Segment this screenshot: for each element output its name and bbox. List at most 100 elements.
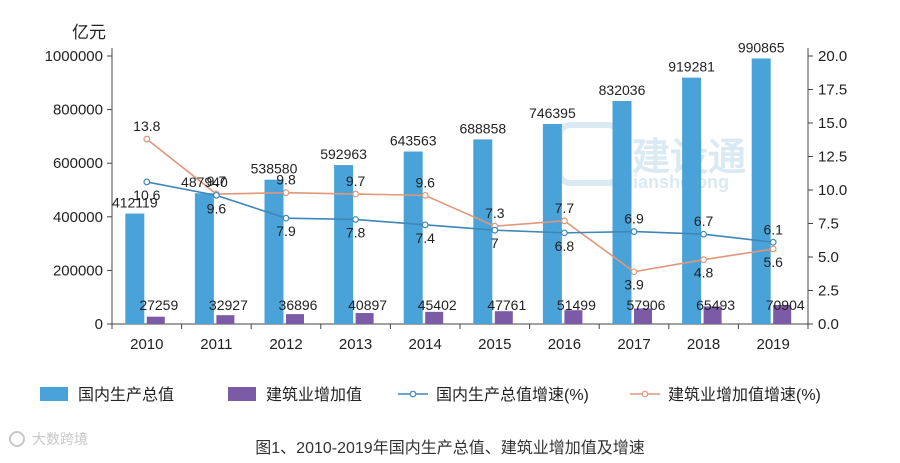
construction-bar-label: 47761: [487, 297, 526, 313]
gdp-bar-label: 688858: [459, 120, 506, 136]
corner-watermark: 大数跨境: [9, 431, 88, 447]
gdp-bar: [542, 123, 562, 324]
y-left-tick-label: 200000: [53, 262, 103, 279]
construction-bar-label: 27259: [139, 297, 178, 313]
y-left-tick-label: 1000000: [45, 48, 103, 65]
gdp-growth-label: 10.6: [133, 187, 160, 203]
x-tick-label: 2011: [200, 336, 232, 353]
corner-mark-icon: [9, 431, 25, 447]
gdp-bar-label: 487940: [181, 174, 228, 190]
construction-bar-label: 57906: [627, 297, 666, 313]
construction-growth-point: [630, 268, 638, 276]
legend-swatch-0: [40, 387, 68, 401]
y-right-tick-label: 20.0: [818, 48, 847, 65]
construction-growth-point: [769, 245, 777, 253]
legend-swatch-1: [228, 387, 256, 401]
y-right-ticks: 0.0 2.5 5.0 7.5 10.0 12.5 15.0 17.5 20.0: [808, 48, 847, 333]
legend-label-2: 国内生产总值增速(%): [436, 386, 589, 404]
construction-bar: [773, 304, 792, 324]
gdp-bar: [682, 77, 702, 324]
construction-bar-label: 45402: [418, 297, 457, 313]
construction-bar-label: 65493: [696, 297, 735, 313]
gdp-bar-label: 592963: [320, 146, 367, 162]
gdp-growth-label: 7.9: [276, 223, 296, 239]
construction-growth-point: [352, 190, 360, 198]
construction-bar-label: 36896: [279, 297, 318, 313]
y-left-tick-label: 800000: [53, 102, 103, 119]
legend-marker-2: [409, 390, 417, 398]
x-tick-label: 2012: [269, 336, 302, 353]
x-ticks: 2010 2011 2012 2013 2014 2015 2016 2017 2018 2019: [111, 324, 809, 353]
y-left-tick-label: 600000: [53, 155, 103, 172]
gdp-growth-point: [143, 178, 151, 186]
x-tick-label: 2018: [687, 336, 720, 353]
construction-growth-label: 9.7: [346, 173, 366, 189]
y-right-tick-label: 15.0: [818, 115, 847, 132]
gdp-bar-label: 412119: [112, 195, 158, 211]
legend-marker-3: [641, 390, 649, 398]
y-right-tick-label: 7.5: [818, 216, 839, 233]
y-right-tick-label: 12.5: [818, 149, 847, 166]
construction-growth-label: 5.6: [763, 254, 783, 270]
corner-mark-text: 大数跨境: [32, 431, 88, 447]
watermark-logo-box: [557, 122, 621, 186]
construction-growth-label: 9.7: [207, 173, 227, 189]
y-right-tick-label: 0.0: [818, 316, 839, 333]
construction-bar: [703, 306, 722, 324]
gdp-bar-label: 538580: [251, 161, 298, 177]
legend-label-0: 国内生产总值: [78, 386, 174, 404]
construction-bar: [425, 311, 444, 324]
construction-bar-label: 70904: [766, 297, 805, 313]
gdp-growth-label: 6.9: [624, 211, 644, 227]
construction-bar-label: 40897: [348, 297, 387, 313]
construction-bar: [216, 315, 235, 324]
gdp-bar-label: 919281: [668, 59, 715, 75]
gdp-bar: [473, 139, 493, 324]
gdp-bar: [125, 213, 145, 324]
x-tick-label: 2019: [757, 336, 790, 353]
watermark: 建设通 jianshetong: [557, 122, 746, 192]
gdp-growth-point: [769, 238, 777, 246]
gdp-growth-label: 6.8: [555, 238, 575, 254]
gdp-growth-point: [212, 191, 220, 199]
y-left-tick-label: 0: [95, 316, 103, 333]
construction-growth-point: [421, 191, 429, 199]
y-right-tick-label: 10.0: [818, 182, 847, 199]
gdp-bar: [334, 165, 354, 324]
y-left-unit-label: 亿元: [72, 23, 106, 42]
gdp-bar: [194, 193, 214, 324]
construction-bar: [564, 310, 583, 324]
construction-bar: [494, 311, 513, 324]
chart-caption: 图1、2010-2019年国内生产总值、建筑业增加值及增速: [255, 439, 644, 457]
lines: [143, 135, 777, 276]
gdp-growth-point: [561, 229, 568, 237]
y-right-tick-label: 2.5: [818, 283, 839, 300]
gdp-bar: [751, 58, 771, 324]
gdp-bar-label: 643563: [390, 133, 437, 149]
gdp-bar-label: 990865: [738, 39, 785, 55]
construction-growth-point: [143, 135, 151, 143]
construction-bar: [286, 314, 304, 324]
gdp-growth-label: 7.4: [415, 230, 435, 246]
y-left-ticks: 0 200000 400000 600000 800000 1000000: [45, 48, 112, 333]
construction-growth-line: [146, 138, 774, 273]
construction-growth-label: 9.6: [415, 174, 435, 190]
gdp-growth-point: [352, 216, 360, 223]
legend-label-3: 建筑业增加值增速(%): [668, 386, 821, 404]
construction-bar: [634, 308, 652, 324]
y-left-tick-label: 400000: [53, 209, 103, 226]
gdp-growth-point: [282, 214, 290, 222]
x-tick-label: 2016: [548, 336, 581, 353]
gdp-growth-label: 6.7: [694, 213, 714, 229]
gdp-growth-line: [146, 181, 774, 244]
gdp-growth-label: 7: [491, 235, 499, 251]
gdp-growth-point: [630, 228, 638, 235]
x-tick-label: 2013: [339, 336, 372, 353]
watermark-subtext: jianshetong: [627, 172, 729, 192]
gdp-bar-label: 832036: [599, 82, 646, 98]
construction-growth-point: [700, 256, 707, 264]
x-tick-label: 2014: [409, 336, 442, 353]
construction-growth-label: 7.7: [555, 200, 575, 216]
construction-growth-label: 3.9: [624, 277, 644, 293]
